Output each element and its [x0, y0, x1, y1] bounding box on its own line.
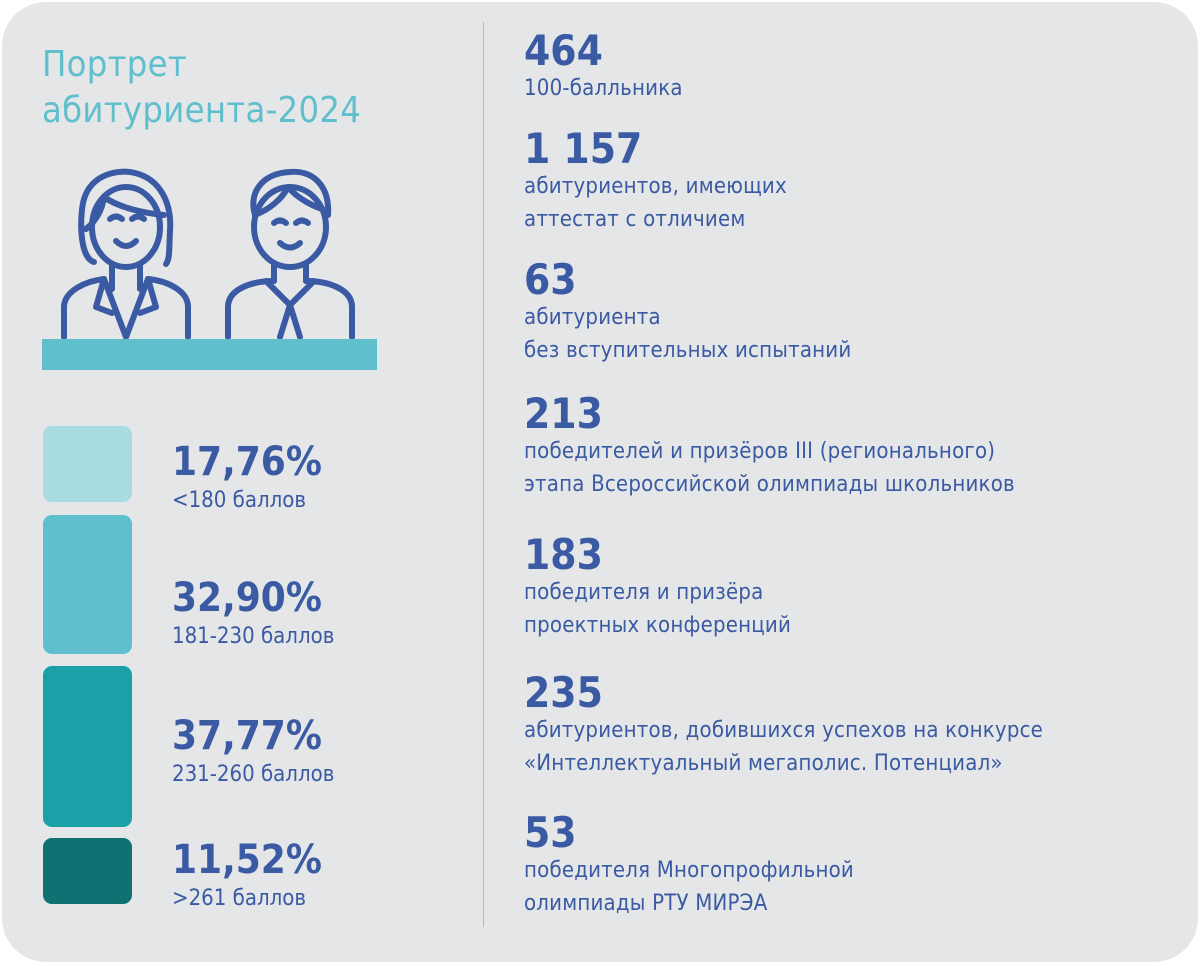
- stat-description: победителей и призёров III (региональног…: [524, 439, 996, 464]
- stat-number: 464: [524, 26, 603, 75]
- stat-block: 53 победителя Многопрофильной олимпиады …: [524, 812, 854, 920]
- man-icon: [225, 168, 355, 340]
- stat-block: 1 157 абитуриентов, имеющих аттестат с о…: [524, 128, 787, 236]
- percent-value: 32,90%: [172, 575, 322, 621]
- stat-number: 183: [524, 530, 603, 579]
- stat-block: 213 победителей и призёров III (регионал…: [524, 393, 1015, 501]
- desk: [42, 339, 377, 370]
- stat-block: 63 абитуриента без вступительных испытан…: [524, 259, 851, 367]
- stat-description: проектных конференций: [524, 613, 792, 638]
- page-title: Портрет абитуриента-2024: [42, 42, 361, 134]
- score-bar-below-180: [43, 426, 132, 502]
- stat-block: 183 победителя и призёра проектных конфе…: [524, 534, 791, 642]
- title-line-1: Портрет: [42, 44, 188, 85]
- percent-label: >261 баллов: [172, 886, 307, 911]
- stat-description: этапа Всероссийской олимпиады школьников: [524, 472, 1015, 497]
- stat-description: победителя Многопрофильной: [524, 858, 854, 883]
- stat-number: 1 157: [524, 124, 643, 173]
- stat-description: абитуриента: [524, 305, 661, 330]
- percent-label: 231-260 баллов: [172, 762, 335, 787]
- percent-value: 11,52%: [172, 837, 322, 883]
- stat-block: 464 100-балльника: [524, 30, 683, 105]
- stat-description: 100-балльника: [524, 76, 683, 101]
- stat-number: 235: [524, 668, 603, 717]
- percent-label: <180 баллов: [172, 488, 307, 513]
- score-bar-231-260: [43, 666, 132, 827]
- percent-label: 181-230 баллов: [172, 624, 335, 649]
- woman-icon: [61, 168, 191, 340]
- stat-description: олимпиады РТУ МИРЭА: [524, 891, 768, 916]
- stat-description: абитуриентов, имеющих: [524, 174, 787, 199]
- students-icon: [61, 168, 355, 340]
- stat-number: 213: [524, 389, 603, 438]
- column-divider: [483, 22, 484, 927]
- stat-number: 63: [524, 255, 577, 304]
- stat-number: 53: [524, 808, 577, 857]
- percent-value: 17,76%: [172, 439, 322, 485]
- stat-description: «Интеллектуальный мегаполис. Потенциал»: [524, 751, 1003, 776]
- title-line-2: абитуриента-2024: [42, 90, 362, 131]
- stat-description: без вступительных испытаний: [524, 338, 852, 363]
- stat-description: победителя и призёра: [524, 580, 764, 605]
- score-bar-181-230: [43, 515, 132, 654]
- stat-description: аттестат с отличием: [524, 207, 746, 232]
- score-bar-above-261: [43, 838, 132, 904]
- percent-value: 37,77%: [172, 713, 322, 759]
- stat-block: 235 абитуриентов, добившихся успехов на …: [524, 672, 1043, 780]
- stat-description: абитуриентов, добившихся успехов на конк…: [524, 718, 1044, 743]
